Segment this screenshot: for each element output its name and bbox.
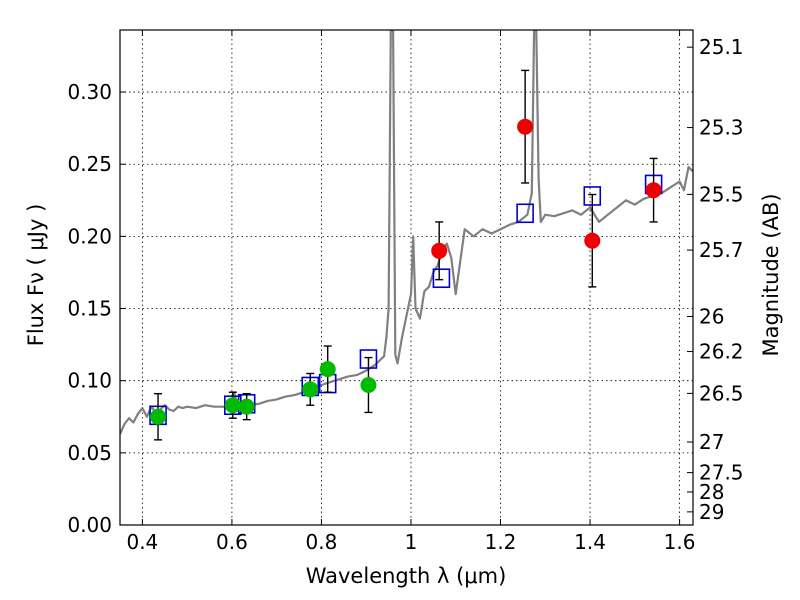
- model-photometry-square: [432, 268, 451, 289]
- measured-point-red: [584, 232, 601, 249]
- magnitude-tick-label: 26.2: [699, 340, 744, 364]
- model-photometry-square: [516, 203, 534, 224]
- x-tick-label: 0.8: [306, 530, 338, 554]
- measured-point-green: [360, 377, 377, 394]
- y-tick-label: 0.25: [67, 152, 112, 176]
- data-points-layer: [149, 69, 663, 441]
- y-tick-label: 0.10: [67, 369, 112, 393]
- y-tick-label: 0.20: [67, 224, 112, 248]
- measured-point-green: [150, 408, 167, 425]
- right-axis-label: Magnitude (AB): [759, 193, 783, 356]
- x-tick-label: 1.6: [664, 530, 696, 554]
- y-tick-label: 0.30: [67, 80, 112, 104]
- measured-point-green: [319, 361, 336, 378]
- measured-point-green: [238, 398, 255, 415]
- magnitude-tick-label: 26: [699, 304, 724, 328]
- y-axis-label: Flux Fν ( μJy ): [24, 204, 48, 347]
- magnitude-tick-label: 25.7: [699, 238, 744, 262]
- model-spectrum-layer: [120, 30, 693, 435]
- grid: [120, 30, 693, 526]
- x-tick-label: 0.6: [216, 530, 248, 554]
- y-tick-label: 0.15: [67, 297, 112, 321]
- tick-labels: 0.4 0.6 0.8 1 1.2 1.4 1.6 0.00 0.05 0.10 0.15 0.20 0…: [67, 35, 743, 554]
- magnitude-tick-label: 25.5: [699, 182, 744, 206]
- model-spectrum-line: [120, 30, 693, 435]
- magnitude-tick-label: 27: [699, 430, 724, 454]
- magnitude-tick-label: 29: [699, 500, 724, 524]
- axes: [119, 29, 694, 526]
- magnitude-tick-label: 26.5: [699, 381, 744, 405]
- magnitude-tick-label: 25.3: [699, 116, 744, 140]
- x-tick-label: 0.4: [126, 530, 158, 554]
- y-tick-label: 0.00: [67, 513, 112, 537]
- x-tick-label: 1.4: [574, 530, 606, 554]
- plot-frame: [119, 29, 694, 526]
- measured-point-red: [517, 118, 534, 135]
- magnitude-tick-label: 27.5: [699, 461, 744, 485]
- x-axis-label: Wavelength λ (μm): [306, 564, 507, 588]
- magnitude-tick-label: 25.1: [699, 35, 744, 59]
- x-tick-label: 1.2: [485, 530, 517, 554]
- measured-point-green: [302, 381, 319, 398]
- x-tick-label: 1: [405, 530, 418, 554]
- magnitude-tick-label: 28: [699, 480, 724, 504]
- measured-point-green: [224, 397, 241, 414]
- measured-point-red: [645, 182, 662, 199]
- measured-point-red: [431, 242, 448, 259]
- y-tick-label: 0.05: [67, 441, 112, 465]
